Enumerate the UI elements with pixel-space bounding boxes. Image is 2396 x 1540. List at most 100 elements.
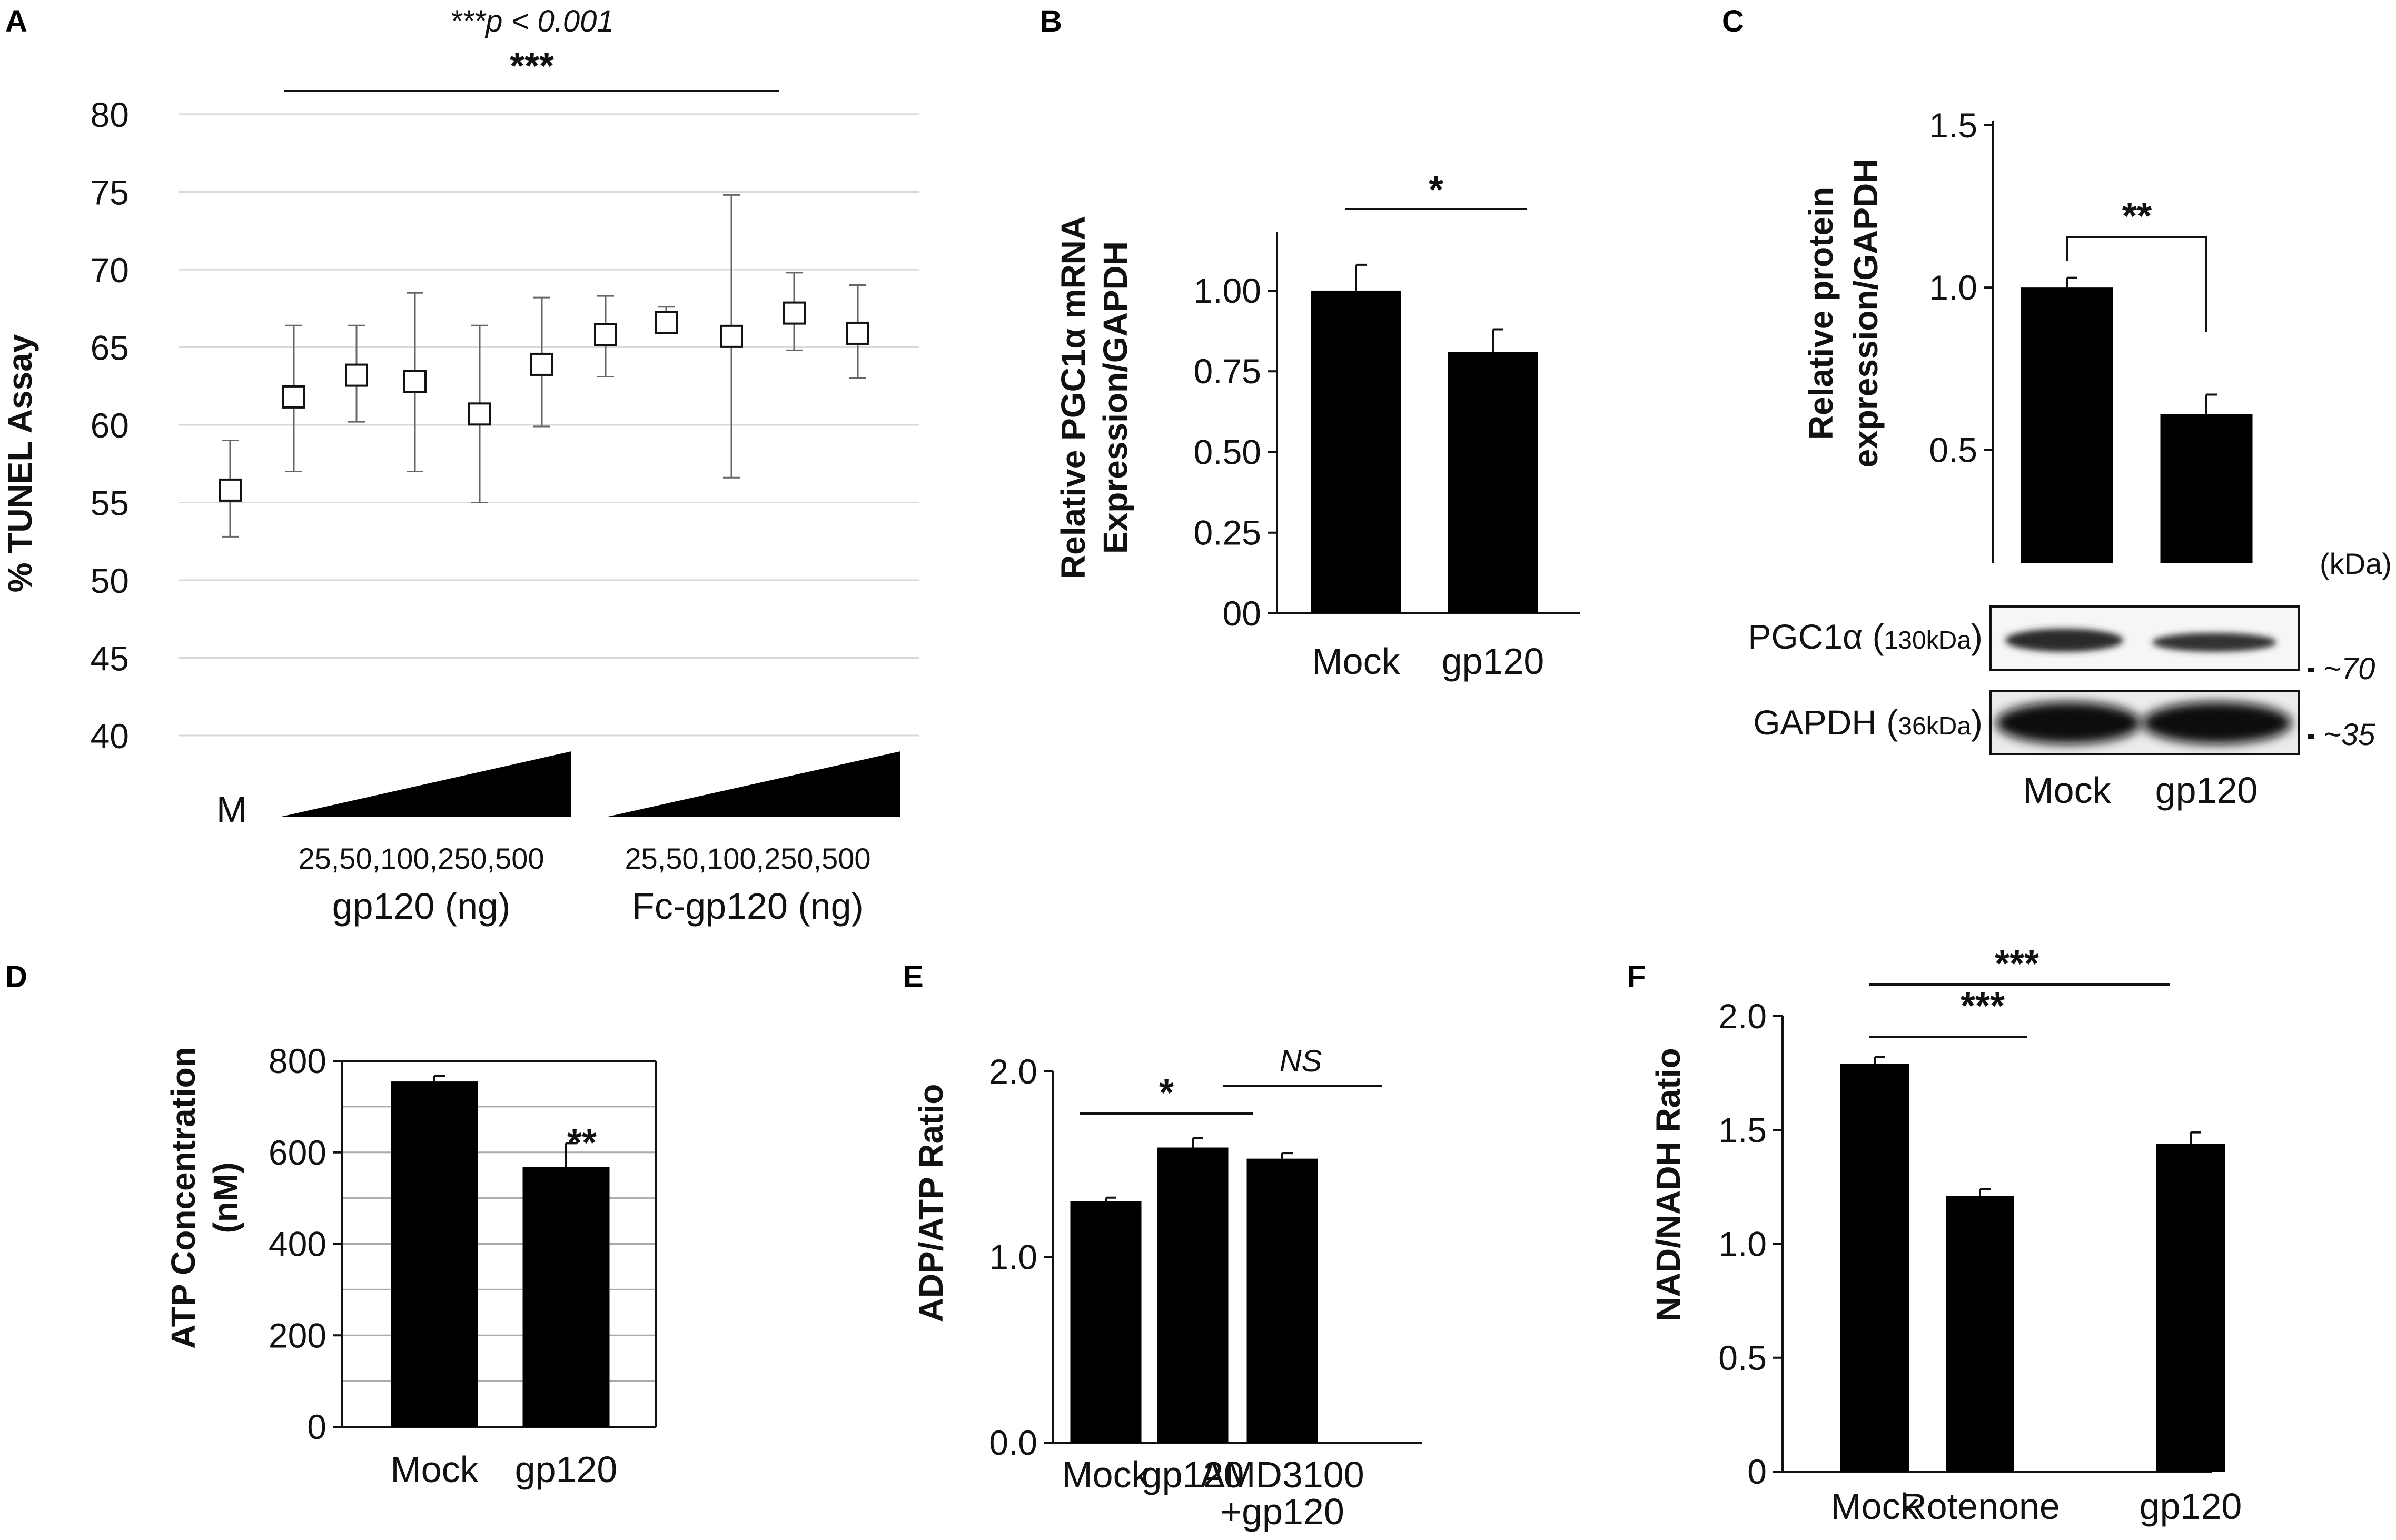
- panel-a-ytick-label: 60: [91, 406, 129, 445]
- panel-d-ytick-label: 800: [269, 1041, 326, 1080]
- marker-35-label: ~35: [2323, 718, 2375, 752]
- panel-b-bar-mock: [1311, 290, 1401, 613]
- panel-f-ytick-label: 2.0: [1718, 997, 1767, 1036]
- panel-b-ytick-label: 0.25: [1194, 513, 1261, 552]
- marker-70-tick: [2308, 668, 2314, 672]
- panel-c-ytick-label: 1.0: [1929, 268, 1977, 307]
- panel-label-a: A: [5, 4, 27, 38]
- panel-e-bar-amd3100: [1246, 1158, 1318, 1443]
- panel-b-bar-gp120: [1448, 352, 1538, 613]
- panel-e-chart: ADP/ATP Ratio 0.0 1.0 2.0 Mockgp120AMD3100+…: [912, 1044, 1422, 1532]
- pgc1a-gp120-band: [2152, 633, 2276, 652]
- gapdh-mock-band: [1996, 702, 2141, 744]
- panel-f-category-label: Mock: [1830, 1486, 1919, 1527]
- panel-label-c: C: [1722, 4, 1744, 38]
- marker-70-label: ~70: [2323, 652, 2375, 686]
- gp120-dose-labels: 25,50,100,250,500: [298, 842, 544, 875]
- panel-a-data-point: [403, 370, 427, 393]
- panel-a-data-point: [846, 321, 869, 345]
- panel-d-category-label: gp120: [515, 1449, 618, 1490]
- gapdh-row-label: GAPDH (36kDa): [1753, 703, 1983, 742]
- panel-a-ytick-label: 55: [91, 484, 129, 523]
- panel-b-ytick-label: 0.75: [1194, 352, 1261, 391]
- panel-d-ylabel-line1: ATP Concentration: [164, 1047, 202, 1349]
- fc-gp120-dose-labels: 25,50,100,250,500: [625, 842, 870, 875]
- pgc1a-row-label: PGC1α (130kDa): [1748, 617, 1983, 656]
- panel-b-ylabel-line1: Relative PGC1α mRNA: [1054, 216, 1092, 579]
- fc-gp120-group-label: Fc-gp120 (ng): [632, 886, 864, 927]
- panel-b-ytick-label: 1.00: [1194, 271, 1261, 310]
- panel-e-category-label: +gp120: [1220, 1491, 1344, 1532]
- panel-f-chart: NAD/NADH Ratio 0 0.5 1.0 1.5 2.0 MockRotenone…: [1649, 943, 2242, 1527]
- panel-e-ytick-label: 1.0: [989, 1238, 1037, 1277]
- panel-c-ylabel-line2: expression/GAPDH: [1847, 159, 1885, 468]
- panel-label-f: F: [1627, 960, 1646, 994]
- panel-b-chart: Relative PGC1α mRNA Expression/GAPDH 00 0…: [1054, 169, 1580, 682]
- panel-b-ylabel-line2: Expression/GAPDH: [1096, 241, 1134, 554]
- panel-b-category-label: Mock: [1312, 641, 1400, 682]
- panel-label-e: E: [903, 960, 924, 994]
- panel-f-ytick-label: 0.5: [1718, 1338, 1767, 1377]
- panel-b-significance: *: [1429, 169, 1443, 211]
- panel-a-data-point: [468, 402, 491, 426]
- panel-label-d: D: [5, 960, 27, 994]
- panel-e-ns-label: NS: [1280, 1044, 1322, 1078]
- panel-a-data-point: [345, 363, 368, 387]
- panel-d-significance: **: [567, 1122, 597, 1164]
- panel-c-ylabel-line1: Relative protein: [1802, 187, 1840, 440]
- panel-a-ytick-label: 70: [91, 251, 129, 290]
- panel-f-significance-gp120: ***: [1961, 985, 2005, 1027]
- panel-d-chart: ATP Concentration (nM) 0 200 400 600 800 Mock…: [164, 1041, 657, 1490]
- panel-d-ytick-label: 600: [269, 1133, 326, 1172]
- panel-a-data-point: [594, 323, 617, 346]
- blot-kda-label: (kDa): [2320, 547, 2392, 580]
- panel-a-data-point: [655, 311, 678, 334]
- panel-e-bar-gp120: [1157, 1147, 1229, 1443]
- panel-e-ytick-label: 2.0: [989, 1052, 1037, 1091]
- panel-e-category-label: Mock: [1062, 1454, 1150, 1495]
- panel-e-ylabel: ADP/ATP Ratio: [912, 1084, 950, 1323]
- panel-a-data-point: [219, 478, 242, 502]
- panel-a-data-point: [783, 301, 806, 325]
- panel-f-category-label: gp120: [2140, 1486, 2242, 1527]
- panel-a-mock-label: M: [216, 789, 247, 830]
- panel-f-bar-rotenone: [1946, 1196, 2014, 1472]
- panel-f-bar-mock: [1840, 1064, 1909, 1472]
- panel-c-chart: Relative protein expression/GAPDH 0.5 1.0…: [1748, 106, 2392, 811]
- panel-f-ytick-label: 1.0: [1718, 1225, 1767, 1264]
- panel-a-ytick-label: 50: [91, 561, 129, 600]
- panel-e-ytick-label: 0.0: [989, 1423, 1037, 1462]
- fc-gp120-dose-wedge: [606, 751, 900, 817]
- panel-f-ylabel: NAD/NADH Ratio: [1649, 1048, 1687, 1321]
- panel-a-data-point: [282, 385, 305, 409]
- panel-a-ytick-label: 65: [91, 329, 129, 367]
- panel-c-ytick-label: 1.5: [1929, 106, 1977, 145]
- panel-f-ytick-label: 1.5: [1718, 1110, 1767, 1149]
- panel-f-significance-rotenone: ***: [1995, 943, 2039, 985]
- panel-c-bar-mock: [2021, 287, 2113, 563]
- panel-a-data-point: [530, 352, 553, 376]
- panel-a-ylabel: % TUNEL Assay: [1, 334, 39, 592]
- panel-b-ytick-label: 0.50: [1194, 432, 1261, 471]
- panel-f-ytick-label: 0: [1747, 1452, 1767, 1491]
- panel-f-bar-gp120: [2156, 1144, 2225, 1472]
- panel-a-ytick-label: 80: [91, 95, 129, 134]
- panel-a-ytick-label: 40: [91, 717, 129, 756]
- panel-f-category-label: Rotenone: [1900, 1486, 2060, 1527]
- panel-d-ytick-label: 400: [269, 1225, 326, 1264]
- panel-c-significance: **: [2122, 195, 2152, 237]
- panel-label-b: B: [1040, 4, 1062, 38]
- gp120-dose-wedge: [279, 751, 571, 817]
- gapdh-gp120-band: [2142, 702, 2292, 744]
- panel-a-chart: ***p < 0.001 *** % TUNEL Assay 40 45 50 55 6…: [1, 4, 919, 927]
- panel-b-category-label: gp120: [1442, 641, 1544, 682]
- panel-d-ytick-label: 200: [269, 1316, 326, 1355]
- panel-a-pvalue: ***p < 0.001: [450, 4, 613, 38]
- panel-a-significance: ***: [510, 45, 554, 87]
- panel-a-ytick-label: 45: [91, 639, 129, 678]
- panel-d-ytick-label: 0: [307, 1407, 326, 1446]
- panel-d-ylabel-line2: (nM): [206, 1162, 244, 1233]
- panel-e-bar-mock: [1070, 1201, 1142, 1443]
- panel-c-significance-bracket: [2066, 236, 2207, 332]
